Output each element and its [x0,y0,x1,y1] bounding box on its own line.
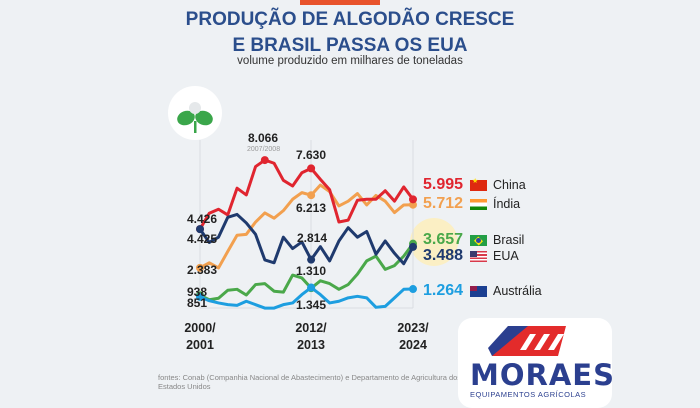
x-tick-2012: 2012/2013 [295,321,327,352]
moraes-logo: MORAES EQUIPAMENTOS AGRÍCOLAS [458,318,615,408]
legend-name-india: Índia [493,197,521,211]
usa-flag [470,251,487,262]
brazil-highlight [410,218,458,266]
label-peak-china: 8.066 [248,131,279,145]
series-line-austrália [199,286,414,310]
label-eua-2012: 2.814 [297,231,328,245]
label-china-2012: 7.630 [296,148,327,162]
end-value-australia: 1.264 [423,282,464,299]
logo-tagline: EQUIPAMENTOS AGRÍCOLAS [470,390,587,399]
series-line-brasil [199,242,415,302]
data-point-austrália [196,292,204,301]
label-brasil-2012: 1.310 [296,264,327,278]
brazil-flag [470,235,487,246]
data-point-china [307,164,316,173]
china-flag: ★ [470,178,487,191]
x-tick-2000: 2000/2001 [184,321,216,352]
india-flag [470,199,487,210]
label-start-china: 4.426 [187,212,218,226]
legend-name-eua: EUA [493,249,519,263]
end-value-china: 5.995 [423,176,464,193]
series-line-china [198,158,415,230]
end-value-eua: 3.488 [423,247,464,264]
label-start-eua: 4.425 [187,232,218,246]
data-point-índia [196,263,204,272]
data-point-eua [196,225,204,234]
logo-name: MORAES [470,358,615,392]
data-point-china-peak [260,156,269,165]
label-start-brasil: 938 [187,285,208,299]
end-value-india: 5.712 [423,195,464,212]
australia-flag [470,286,487,297]
label-peak-season: 2007/2008 [247,146,281,153]
series-line-índia [199,183,414,270]
label-start-india: 2.383 [187,263,218,277]
title-line-2: E BRASIL PASSA OS EUA [232,35,468,56]
subtitle: volume produzido em milhares de tonelada… [237,55,463,67]
data-point-china [409,195,417,204]
title-line-1: PRODUÇÃO DE ALGODÃO CRESCE [185,9,515,30]
data-point-austrália [409,285,417,294]
legend-name-australia: Austrália [493,284,542,298]
data-point-austrália [307,283,316,292]
series-line-eua [198,212,415,266]
legend-name-brasil: Brasil [493,233,525,247]
top-accent-bar [300,0,380,5]
source-note: fontes: Conab (Companhia Nacional de Aba… [158,373,462,391]
data-point-índia [307,191,316,200]
x-tick-2023: 2023/2024 [397,321,429,352]
label-india-2012: 6.213 [296,201,327,215]
logo-mark-icon [488,326,566,356]
cotton-plant-icon [168,86,222,140]
label-australia-2012: 1.345 [296,298,327,312]
label-start-australia: 851 [187,296,208,310]
data-point-eua [409,242,417,251]
end-value-brasil: 3.657 [423,231,464,248]
legend-name-china: China [493,178,526,192]
data-point-eua [307,255,316,264]
